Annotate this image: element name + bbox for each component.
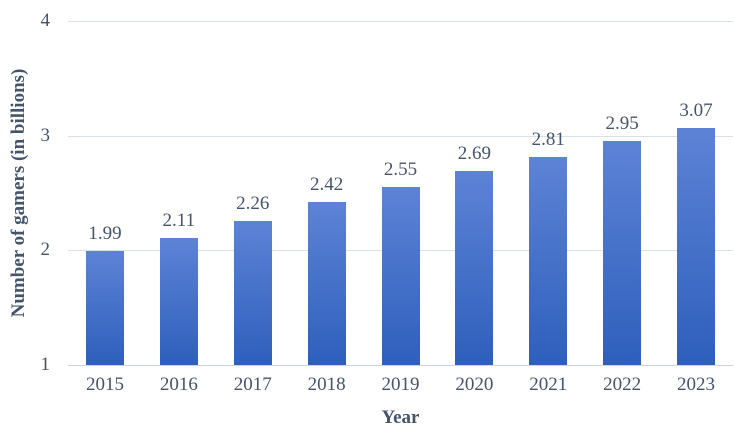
y-tick-label: 3 — [40, 124, 51, 146]
bar-2022 — [603, 141, 642, 365]
bar-2020 — [455, 171, 494, 365]
bar-2015 — [85, 251, 124, 365]
gridline — [68, 135, 733, 137]
y-tick-label: 1 — [40, 354, 51, 375]
bar-value-label: 1.99 — [88, 223, 122, 245]
bar-2021 — [529, 157, 568, 365]
x-tick-label: 2018 — [307, 374, 346, 395]
x-tick-label: 2021 — [529, 374, 568, 395]
bar-value-label: 2.55 — [383, 159, 418, 181]
y-tick-label: 2 — [40, 239, 51, 261]
plot-area: 1.99 2.11 2.26 2.42 2.55 2.69 2.81 2.95 3.07 — [68, 21, 733, 366]
bar-value-label: 2.69 — [457, 143, 491, 165]
bar-value-label: 2.26 — [236, 192, 270, 214]
bar-2016 — [159, 237, 198, 365]
x-tick-label: 2017 — [233, 374, 272, 395]
bar-value-label: 2.11 — [162, 209, 196, 231]
y-axis-title: Number of gamers (in billions) — [8, 68, 29, 318]
gridline — [68, 21, 733, 22]
x-tick-label: 2015 — [85, 374, 124, 395]
bar-2019 — [381, 187, 420, 365]
bar-2018 — [307, 202, 346, 365]
bar-2023 — [677, 127, 716, 365]
x-axis-title: Year — [381, 407, 420, 428]
bar-value-label: 2.42 — [309, 174, 344, 196]
bar-value-label: 2.81 — [531, 129, 565, 151]
bar-value-label: 3.07 — [679, 99, 713, 121]
bar-value-label: 2.95 — [605, 113, 639, 135]
bar-2017 — [233, 220, 272, 365]
y-tick-label: 4 — [40, 10, 51, 31]
x-tick-label: 2022 — [603, 374, 642, 395]
x-tick-label: 2020 — [455, 374, 494, 395]
x-tick-label: 2023 — [677, 374, 716, 395]
x-tick-label: 2016 — [159, 374, 198, 395]
x-tick-label: 2019 — [381, 374, 420, 395]
